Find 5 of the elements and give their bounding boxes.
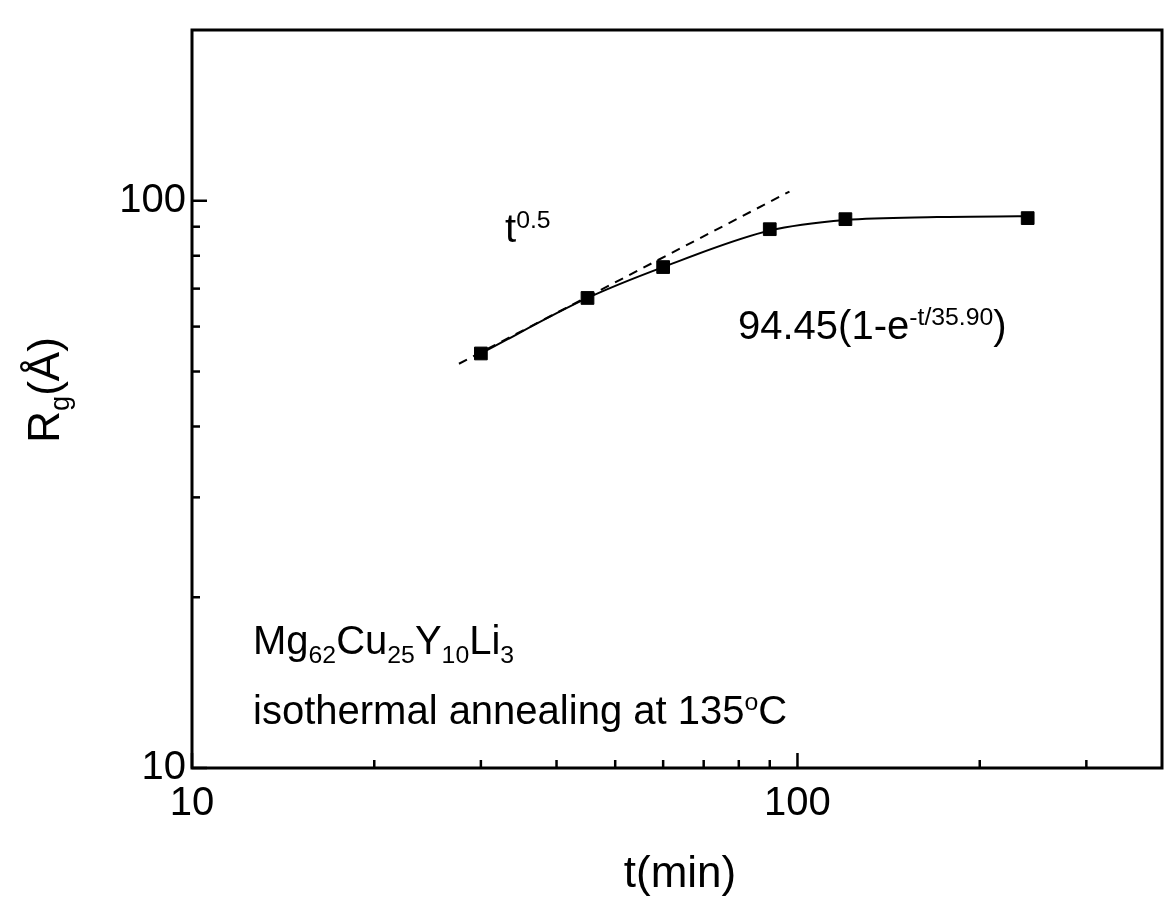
annotation: Mg$_{62}$Cu$_{25}$Y$_{10}$Li$_{3}$ bbox=[253, 618, 515, 668]
x-axis-title: t(min) bbox=[623, 847, 737, 896]
annotation: isothermal annealing at 135$^{o}$C bbox=[253, 688, 788, 733]
annotation: 94.45(1-e$^{-t/35.90}$) bbox=[738, 303, 1007, 348]
annotation: t$^{0.5}$ bbox=[505, 206, 551, 251]
